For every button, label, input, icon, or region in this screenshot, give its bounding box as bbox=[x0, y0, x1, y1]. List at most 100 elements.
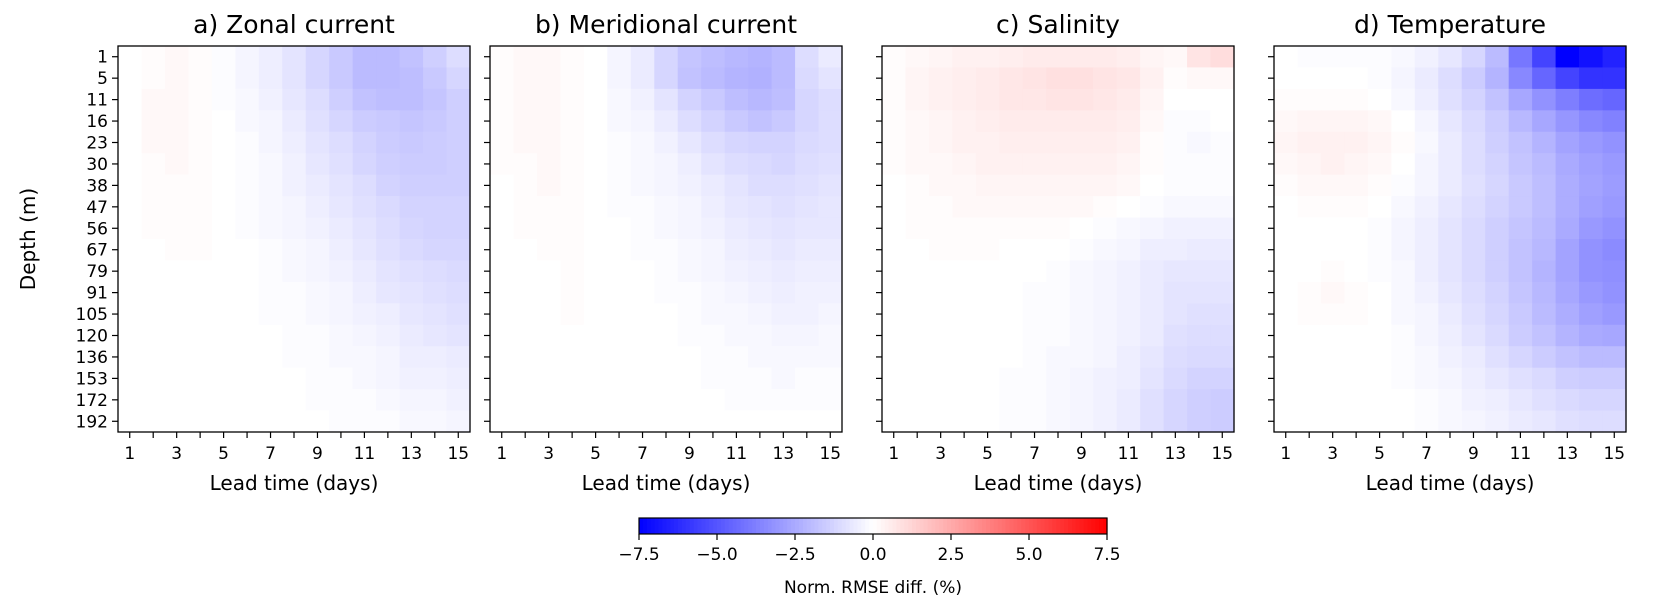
heatmap-cell bbox=[1367, 389, 1392, 412]
heatmap-cell bbox=[513, 88, 538, 111]
x-tick-label: 5 bbox=[218, 444, 229, 464]
heatmap-cell bbox=[952, 389, 977, 412]
colorbar-segment bbox=[1064, 518, 1069, 534]
heatmap-cell bbox=[329, 281, 354, 304]
heatmap-cell bbox=[141, 217, 166, 240]
heatmap-cell bbox=[211, 324, 236, 347]
colorbar-segment bbox=[830, 518, 835, 534]
colorbar-segment bbox=[892, 518, 897, 534]
heatmap-cell bbox=[305, 260, 330, 283]
heatmap-cell bbox=[536, 110, 561, 133]
heatmap-cell bbox=[795, 324, 820, 347]
heatmap-cell bbox=[771, 196, 796, 219]
heatmap-cell bbox=[399, 260, 424, 283]
heatmap-cell bbox=[882, 346, 907, 369]
heatmap-cell bbox=[513, 367, 538, 390]
heatmap-cell bbox=[583, 303, 608, 326]
x-tick-label: 7 bbox=[1421, 444, 1432, 464]
heatmap-cell bbox=[1555, 131, 1580, 154]
heatmap-cell bbox=[490, 110, 515, 133]
colorbar-segment bbox=[837, 518, 843, 534]
x-tick-label: 7 bbox=[265, 444, 276, 464]
heatmap-cell bbox=[1297, 410, 1322, 433]
heatmap-cell bbox=[1210, 260, 1235, 283]
heatmap-cell bbox=[352, 131, 377, 154]
heatmap-cell bbox=[975, 389, 1000, 412]
heatmap-cell bbox=[882, 367, 907, 390]
heatmap-cell bbox=[583, 410, 608, 433]
heatmap-cell bbox=[560, 367, 585, 390]
heatmap-cell bbox=[235, 239, 260, 262]
heatmap-cell bbox=[677, 281, 702, 304]
heatmap-cell bbox=[1508, 281, 1533, 304]
heatmap-cell bbox=[999, 260, 1024, 283]
colorbar-segment bbox=[970, 518, 975, 534]
heatmap-cell bbox=[1344, 324, 1369, 347]
heatmap-cell bbox=[352, 346, 377, 369]
colorbar-tick-label: 2.5 bbox=[937, 545, 964, 565]
heatmap-cell bbox=[975, 46, 1000, 69]
colorbar-segment bbox=[861, 518, 866, 534]
heatmap-cell bbox=[211, 46, 236, 69]
heatmap-cell bbox=[905, 367, 930, 390]
heatmap-cell bbox=[536, 281, 561, 304]
heatmap-cell bbox=[928, 346, 953, 369]
heatmap-cell bbox=[654, 260, 679, 283]
heatmap-cell bbox=[1320, 324, 1345, 347]
heatmap-cell bbox=[999, 196, 1024, 219]
heatmap-cell bbox=[1367, 67, 1392, 90]
heatmap-cell bbox=[1461, 410, 1486, 433]
heatmap-cell bbox=[818, 131, 843, 154]
heatmap-cell bbox=[536, 153, 561, 176]
heatmap-cell bbox=[724, 88, 749, 111]
heatmap-cell bbox=[490, 217, 515, 240]
x-tick-label: 1 bbox=[124, 444, 135, 464]
colorbar-segment bbox=[674, 518, 679, 534]
heatmap-cell bbox=[188, 346, 213, 369]
heatmap-cell bbox=[164, 131, 189, 154]
heatmap-cell bbox=[630, 46, 655, 69]
colorbar-segment bbox=[849, 518, 855, 534]
heatmap-cell bbox=[1414, 346, 1439, 369]
heatmap-cell bbox=[282, 88, 307, 111]
heatmap-cell bbox=[1602, 46, 1627, 69]
heatmap-cell bbox=[1140, 217, 1165, 240]
heatmap-cell bbox=[1093, 67, 1118, 90]
heatmap-cell bbox=[1344, 174, 1369, 197]
heatmap-cell bbox=[235, 67, 260, 90]
heatmap-cell bbox=[1414, 88, 1439, 111]
heatmap-cell bbox=[701, 88, 726, 111]
colorbar-segment bbox=[900, 518, 905, 534]
heatmap-cell bbox=[654, 67, 679, 90]
heatmap-cell bbox=[1602, 239, 1627, 262]
colorbar-segment bbox=[997, 518, 1003, 534]
heatmap-cell bbox=[1210, 46, 1235, 69]
heatmap-cell bbox=[1344, 367, 1369, 390]
heatmap-cell bbox=[1555, 260, 1580, 283]
heatmap-cell bbox=[905, 389, 930, 412]
colorbar-segment bbox=[1040, 518, 1046, 534]
heatmap-cell bbox=[1414, 410, 1439, 433]
heatmap-cell bbox=[352, 260, 377, 283]
heatmap-cell bbox=[164, 389, 189, 412]
colorbar-segment bbox=[841, 518, 847, 534]
heatmap-cell bbox=[1274, 131, 1299, 154]
heatmap-cell bbox=[1274, 389, 1299, 412]
heatmap-cell bbox=[1602, 110, 1627, 133]
heatmap-cell bbox=[1391, 389, 1416, 412]
heatmap-cell bbox=[654, 389, 679, 412]
heatmap-cell bbox=[999, 281, 1024, 304]
heatmap-cell bbox=[1391, 174, 1416, 197]
heatmap-cell bbox=[975, 196, 1000, 219]
heatmap-cell bbox=[118, 303, 143, 326]
heatmap-cell bbox=[1438, 46, 1463, 69]
heatmap-cell bbox=[583, 110, 608, 133]
heatmap-cell bbox=[235, 46, 260, 69]
heatmap-cell bbox=[560, 217, 585, 240]
heatmap-cell bbox=[724, 281, 749, 304]
colorbar-segment bbox=[779, 518, 784, 534]
heatmap-cell bbox=[1438, 410, 1463, 433]
heatmap-cell bbox=[399, 303, 424, 326]
heatmap-cell bbox=[1116, 324, 1141, 347]
colorbar-segment bbox=[919, 518, 925, 534]
